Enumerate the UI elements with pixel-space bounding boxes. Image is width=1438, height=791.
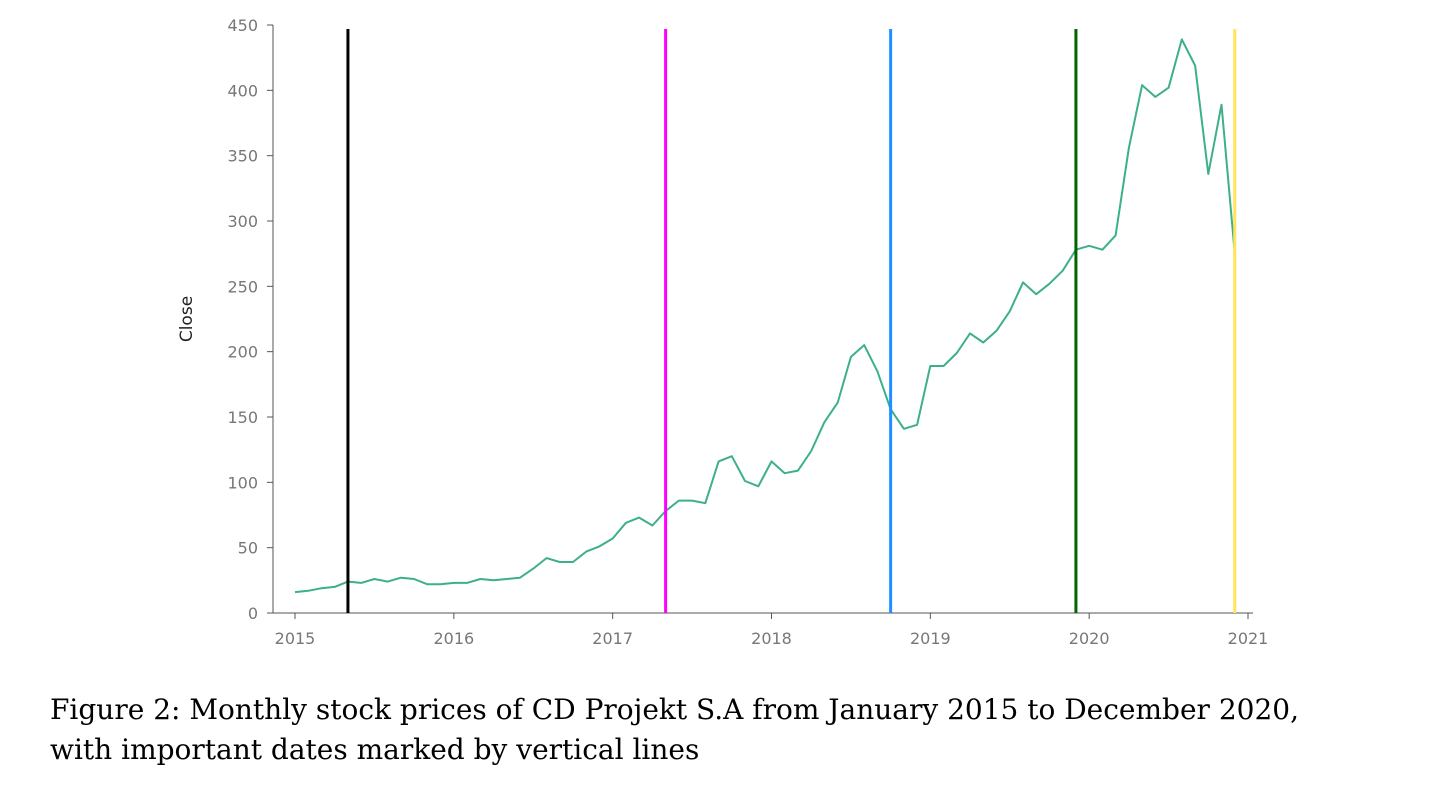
y-tick-label: 250 <box>227 277 258 296</box>
y-tick-label: 350 <box>227 147 258 166</box>
stock-price-chart: 0 50 100 150 200 250 300 350 400 450 2015 2016 2017… <box>177 16 1269 648</box>
x-tick-label: 2016 <box>433 629 474 648</box>
y-axis-title: Close <box>177 296 197 342</box>
x-tick-label: 2015 <box>275 629 316 648</box>
vertical-markers <box>346 29 1237 613</box>
y-tick-label: 200 <box>227 343 258 362</box>
x-tick-label: 2017 <box>592 629 633 648</box>
y-tick-label: 100 <box>227 473 258 492</box>
caption-line-2: with important dates marked by vertical … <box>50 733 700 766</box>
price-series <box>294 38 1236 594</box>
x-tick-label: 2021 <box>1228 629 1269 648</box>
x-tick-label: 2019 <box>910 629 951 648</box>
figure-caption: Figure 2: Monthly stock prices of CD Pro… <box>50 690 1410 770</box>
x-axis: 2015 2016 2017 2018 2019 2020 2021 <box>273 612 1269 648</box>
y-tick-label: 300 <box>227 212 258 231</box>
y-tick-label: 450 <box>227 16 258 35</box>
close-price-line <box>294 38 1236 594</box>
y-axis: 0 50 100 150 200 250 300 350 400 450 <box>227 16 274 623</box>
x-ticks: 2015 2016 2017 2018 2019 2020 2021 <box>275 613 1269 648</box>
y-tick-label: 0 <box>248 604 258 623</box>
y-tick-label: 400 <box>227 81 258 100</box>
caption-line-1: Figure 2: Monthly stock prices of CD Pro… <box>50 693 1299 726</box>
y-ticks: 0 50 100 150 200 250 300 350 400 450 <box>227 16 273 623</box>
x-tick-label: 2020 <box>1069 629 1110 648</box>
y-tick-label: 50 <box>238 539 258 558</box>
x-tick-label: 2018 <box>751 629 792 648</box>
y-tick-label: 150 <box>227 408 258 427</box>
